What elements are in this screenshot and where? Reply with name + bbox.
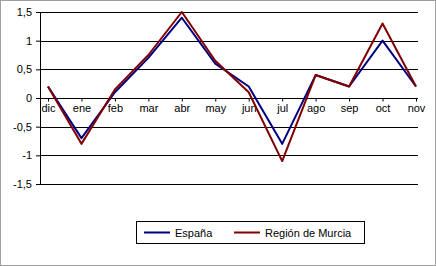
x-tick-mark <box>182 99 183 102</box>
x-tick-label: nov <box>408 102 426 114</box>
x-tick-mark <box>115 99 116 102</box>
x-tick: mar <box>139 99 158 115</box>
x-tick-mark <box>282 99 283 102</box>
x-tick: feb <box>108 99 123 115</box>
y-tick: -1 <box>22 149 40 161</box>
x-tick-mark <box>416 99 417 102</box>
grid-line <box>40 12 418 13</box>
grid-line <box>40 127 418 128</box>
x-tick: abr <box>174 99 190 115</box>
grid-line <box>40 155 418 156</box>
legend-label: Región de Murcia <box>265 227 352 239</box>
y-tick: -0,5 <box>13 121 40 133</box>
y-tick-mark <box>36 12 40 13</box>
grid-line <box>40 41 418 42</box>
x-tick-label: jul <box>276 102 288 114</box>
y-tick-mark <box>36 41 40 42</box>
x-tick-mark <box>215 99 216 102</box>
plot-area <box>48 12 416 161</box>
x-tick: ago <box>307 99 325 115</box>
y-axis: 1,5 1 0,5 0 -0,5 -1 -1,5 <box>13 6 40 190</box>
x-tick-label: feb <box>108 102 123 114</box>
y-tick-label: -1,5 <box>13 178 32 190</box>
x-tick-label: sep <box>341 102 359 114</box>
x-tick-mark <box>148 99 149 102</box>
y-tick-mark <box>36 69 40 70</box>
y-tick-label: 0 <box>26 92 32 104</box>
y-tick-mark <box>36 127 40 128</box>
x-tick: may <box>205 99 226 115</box>
grid-line <box>40 98 418 99</box>
x-axis-line <box>40 98 418 99</box>
y-axis-line <box>36 13 41 185</box>
x-tick: sep <box>341 99 359 115</box>
x-tick-label: dic <box>41 102 56 114</box>
x-tick-mark <box>383 99 384 102</box>
x-tick-label: ago <box>307 102 325 114</box>
legend-swatch <box>144 232 170 234</box>
legend-box <box>137 222 365 244</box>
y-tick-mark <box>36 155 40 156</box>
legend: España Región de Murcia <box>137 222 365 244</box>
y-tick: 1,5 <box>17 6 40 18</box>
y-tick-mark <box>36 98 40 99</box>
legend-swatch <box>234 232 260 234</box>
y-tick-label: -0,5 <box>13 121 32 133</box>
x-tick-mark <box>316 99 317 102</box>
x-tick-label: ene <box>73 102 91 114</box>
chart: 1,5 1 0,5 0 -0,5 -1 -1,5 dic ene feb mar abr may jun j… <box>0 0 436 266</box>
series-line <box>48 12 416 161</box>
y-tick-label: 1,5 <box>17 6 32 18</box>
y-tick-label: 0,5 <box>17 63 32 75</box>
x-tick: jun <box>241 99 257 115</box>
legend-label: España <box>175 227 213 239</box>
chart-border <box>1 1 436 266</box>
x-tick-mark <box>349 99 350 102</box>
y-tick: 1 <box>26 35 40 47</box>
series-line <box>48 18 416 144</box>
y-tick-label: 1 <box>26 35 32 47</box>
x-tick-label: may <box>205 102 226 114</box>
grid-line <box>40 184 418 185</box>
y-tick: -1,5 <box>13 178 40 190</box>
y-tick: 0 <box>26 92 40 104</box>
y-tick: 0,5 <box>17 63 40 75</box>
x-tick: oct <box>376 99 391 115</box>
y-tick-label: -1 <box>22 149 32 161</box>
x-tick: ene <box>73 99 91 115</box>
x-tick-label: abr <box>174 102 190 114</box>
x-tick: nov <box>408 99 426 115</box>
x-tick: dic <box>41 99 56 115</box>
x-axis: dic ene feb mar abr may jun jul ago sep oct nov <box>40 99 426 115</box>
y-tick-mark <box>36 184 40 185</box>
x-tick-mark <box>48 99 49 102</box>
x-tick: jul <box>276 99 288 115</box>
x-tick-label: mar <box>139 102 158 114</box>
x-tick-label: oct <box>376 102 391 114</box>
x-tick-mark <box>81 99 82 102</box>
grid <box>40 13 418 185</box>
x-tick-mark <box>249 99 250 102</box>
